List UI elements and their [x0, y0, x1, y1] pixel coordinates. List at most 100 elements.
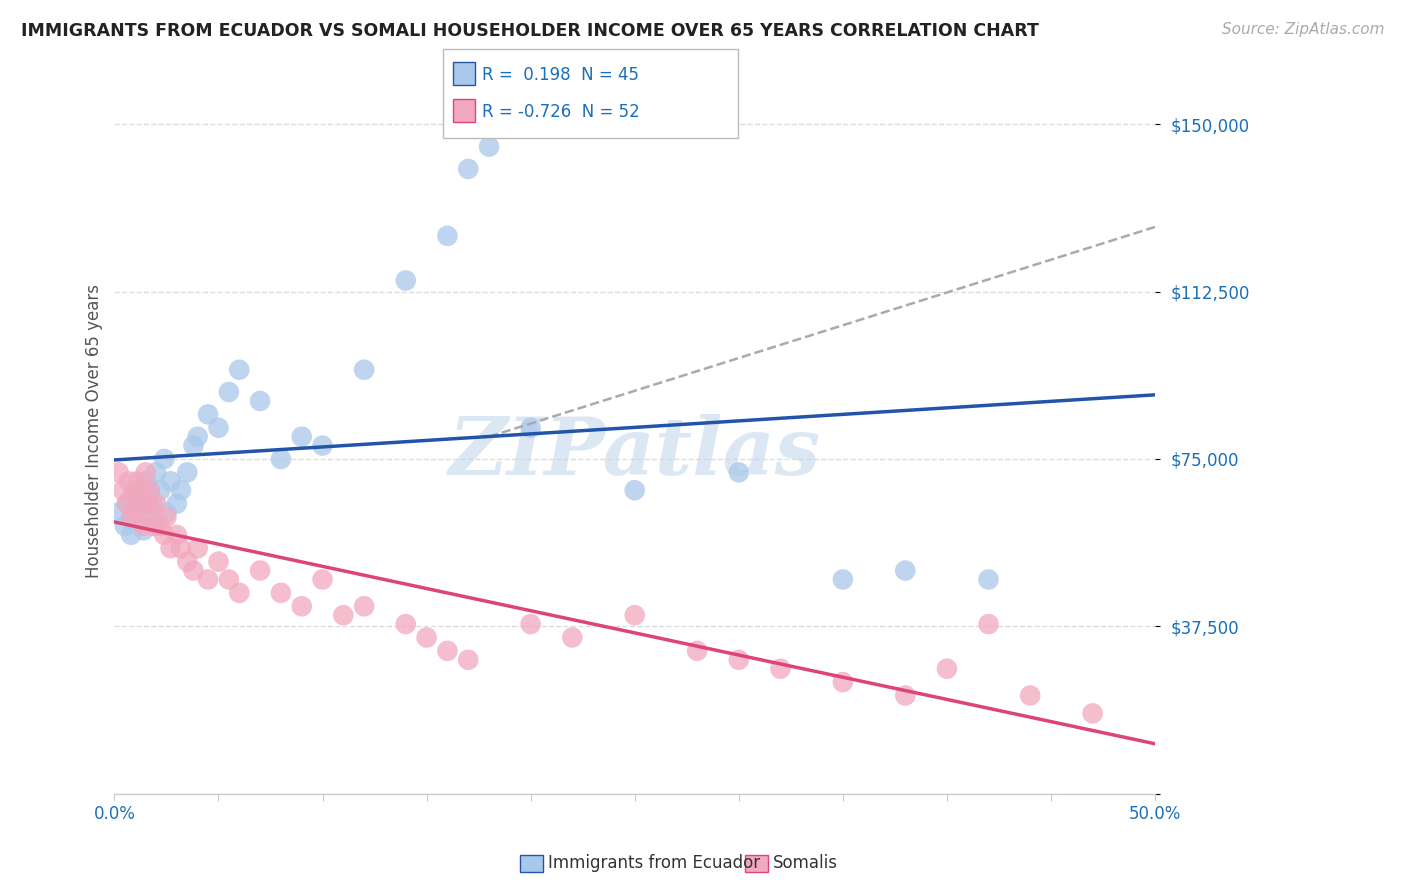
Point	[977, 573, 1000, 587]
Point	[270, 586, 292, 600]
Point	[128, 515, 150, 529]
Point	[249, 564, 271, 578]
Point	[132, 524, 155, 538]
Point	[519, 617, 541, 632]
Point	[128, 497, 150, 511]
Point	[291, 599, 314, 614]
Point	[332, 608, 354, 623]
Point	[831, 573, 853, 587]
Point	[114, 519, 136, 533]
Point	[115, 497, 138, 511]
Point	[207, 421, 229, 435]
Point	[353, 363, 375, 377]
Point	[149, 483, 172, 498]
Point	[727, 466, 749, 480]
Point	[118, 475, 141, 489]
Point	[623, 608, 645, 623]
Point	[141, 506, 163, 520]
Point	[395, 617, 418, 632]
Point	[291, 430, 314, 444]
Point	[727, 653, 749, 667]
Point	[769, 662, 792, 676]
Point	[131, 492, 153, 507]
Point	[197, 408, 219, 422]
Point	[395, 273, 418, 287]
Point	[124, 501, 146, 516]
Point	[170, 483, 193, 498]
Point	[107, 466, 129, 480]
Point	[136, 506, 159, 520]
Point	[132, 519, 155, 533]
Point	[176, 555, 198, 569]
Point	[311, 439, 333, 453]
Point	[153, 452, 176, 467]
Point	[218, 385, 240, 400]
Point	[894, 564, 917, 578]
Point	[115, 497, 138, 511]
Point	[623, 483, 645, 498]
Point	[166, 497, 188, 511]
Point	[124, 506, 146, 520]
Y-axis label: Householder Income Over 65 years: Householder Income Over 65 years	[86, 284, 103, 578]
Text: R =  0.198  N = 45: R = 0.198 N = 45	[482, 66, 640, 84]
Point	[155, 506, 177, 520]
Point	[249, 394, 271, 409]
Point	[311, 573, 333, 587]
Point	[122, 510, 145, 524]
Point	[131, 483, 153, 498]
Point	[686, 644, 709, 658]
Point	[170, 541, 193, 556]
Point	[139, 483, 162, 498]
Point	[415, 631, 437, 645]
Point	[183, 564, 205, 578]
Point	[122, 488, 145, 502]
Point	[1019, 689, 1042, 703]
Point	[187, 430, 209, 444]
Text: Source: ZipAtlas.com: Source: ZipAtlas.com	[1222, 22, 1385, 37]
Point	[935, 662, 957, 676]
Point	[111, 483, 134, 498]
Point	[135, 475, 157, 489]
Point	[457, 653, 479, 667]
Point	[127, 488, 149, 502]
Point	[141, 497, 163, 511]
Point	[197, 573, 219, 587]
Point	[228, 586, 250, 600]
Point	[142, 519, 165, 533]
Point	[187, 541, 209, 556]
Text: R = -0.726  N = 52: R = -0.726 N = 52	[482, 103, 640, 121]
Point	[166, 528, 188, 542]
Point	[977, 617, 1000, 632]
Point	[136, 497, 159, 511]
Point	[436, 644, 458, 658]
Point	[436, 228, 458, 243]
Point	[519, 421, 541, 435]
Text: Somalis: Somalis	[773, 855, 838, 872]
Point	[159, 475, 181, 489]
Point	[183, 439, 205, 453]
Point	[228, 363, 250, 377]
Point	[1081, 706, 1104, 721]
Text: Immigrants from Ecuador: Immigrants from Ecuador	[548, 855, 761, 872]
Point	[145, 497, 167, 511]
Text: ZIPatlas: ZIPatlas	[449, 414, 821, 491]
Point	[142, 519, 165, 533]
Point	[120, 528, 142, 542]
Point	[107, 506, 129, 520]
Point	[218, 573, 240, 587]
Point	[176, 466, 198, 480]
Point	[135, 466, 157, 480]
Point	[153, 528, 176, 542]
Point	[155, 510, 177, 524]
Point	[149, 519, 172, 533]
Point	[467, 95, 489, 109]
Point	[207, 555, 229, 569]
Point	[831, 675, 853, 690]
Point	[561, 631, 583, 645]
Point	[353, 599, 375, 614]
Point	[139, 483, 162, 498]
Point	[894, 689, 917, 703]
Point	[270, 452, 292, 467]
Point	[145, 466, 167, 480]
Text: IMMIGRANTS FROM ECUADOR VS SOMALI HOUSEHOLDER INCOME OVER 65 YEARS CORRELATION C: IMMIGRANTS FROM ECUADOR VS SOMALI HOUSEH…	[21, 22, 1039, 40]
